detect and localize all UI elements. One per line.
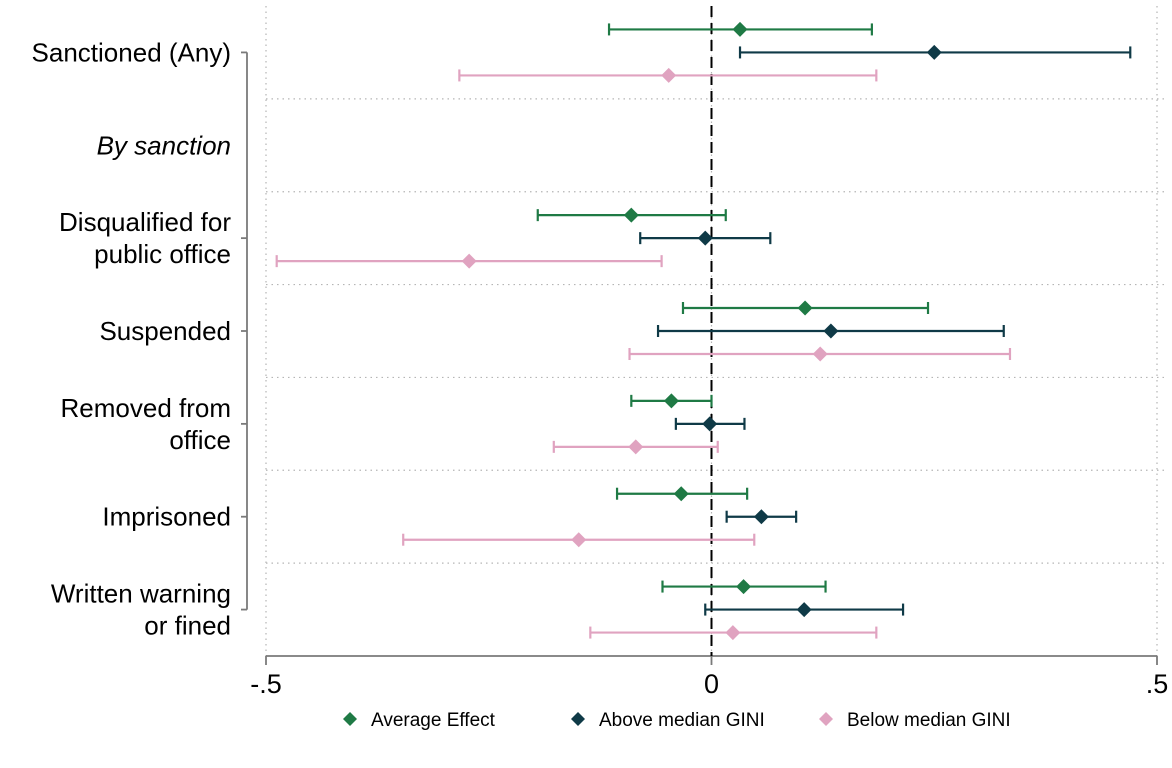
point-estimate-row0-below [661, 67, 677, 83]
axis-layer: -.5 0 .5 [250, 6, 1168, 699]
row-label-imprisoned: Imprisoned [102, 502, 231, 532]
point-estimate-row4-below [628, 439, 644, 455]
row-label-removed-from: Removed from [61, 393, 232, 423]
point-estimate-row2-average [623, 207, 639, 223]
legend-label-below: Below median GINI [847, 710, 1011, 731]
point-estimate-row6-above [796, 602, 812, 618]
legend-marker-below [819, 712, 833, 726]
legend-label-average: Average Effect [371, 710, 496, 731]
point-estimate-row6-average [736, 579, 752, 595]
point-estimate-row0-above [926, 44, 942, 60]
group-bracket [241, 51, 248, 611]
point-estimate-row3-above [823, 323, 839, 339]
point-estimate-row4-above [702, 416, 718, 432]
point-estimate-row4-average [663, 393, 679, 409]
x-tick-label: -.5 [250, 669, 282, 699]
legend-marker-average [343, 712, 357, 726]
x-tick-label: 0 [704, 669, 719, 699]
row-label-public-office: public office [94, 239, 231, 269]
row-label-written-warning: Written warning [51, 579, 231, 609]
legend-marker-above [571, 712, 585, 726]
point-estimate-row5-above [753, 509, 769, 525]
row-label-sanctioned-any: Sanctioned (Any) [32, 37, 231, 67]
point-estimate-row6-below [725, 625, 741, 641]
legend: Average Effect Above median GINI Below med… [343, 710, 1011, 731]
row-label-by-sanction: By sanction [97, 130, 231, 160]
x-tick-label: .5 [1146, 669, 1169, 699]
row-label-or-fined: or fined [144, 611, 231, 641]
point-estimate-row3-below [812, 346, 828, 362]
row-label-suspended: Suspended [99, 316, 231, 346]
point-estimate-row3-average [797, 300, 813, 316]
point-estimate-row2-above [697, 230, 713, 246]
point-estimate-row0-average [732, 21, 748, 37]
point-estimate-row2-below [461, 253, 477, 269]
row-label-office: office [169, 425, 231, 455]
point-estimate-row5-average [673, 486, 689, 502]
row-label-disqualified-for: Disqualified for [59, 207, 231, 237]
estimate-marks [275, 21, 1132, 641]
point-estimate-row5-below [571, 532, 587, 548]
row-labels: Sanctioned (Any) By sanction Disqualified … [32, 37, 232, 640]
legend-label-above: Above median GINI [599, 710, 765, 731]
